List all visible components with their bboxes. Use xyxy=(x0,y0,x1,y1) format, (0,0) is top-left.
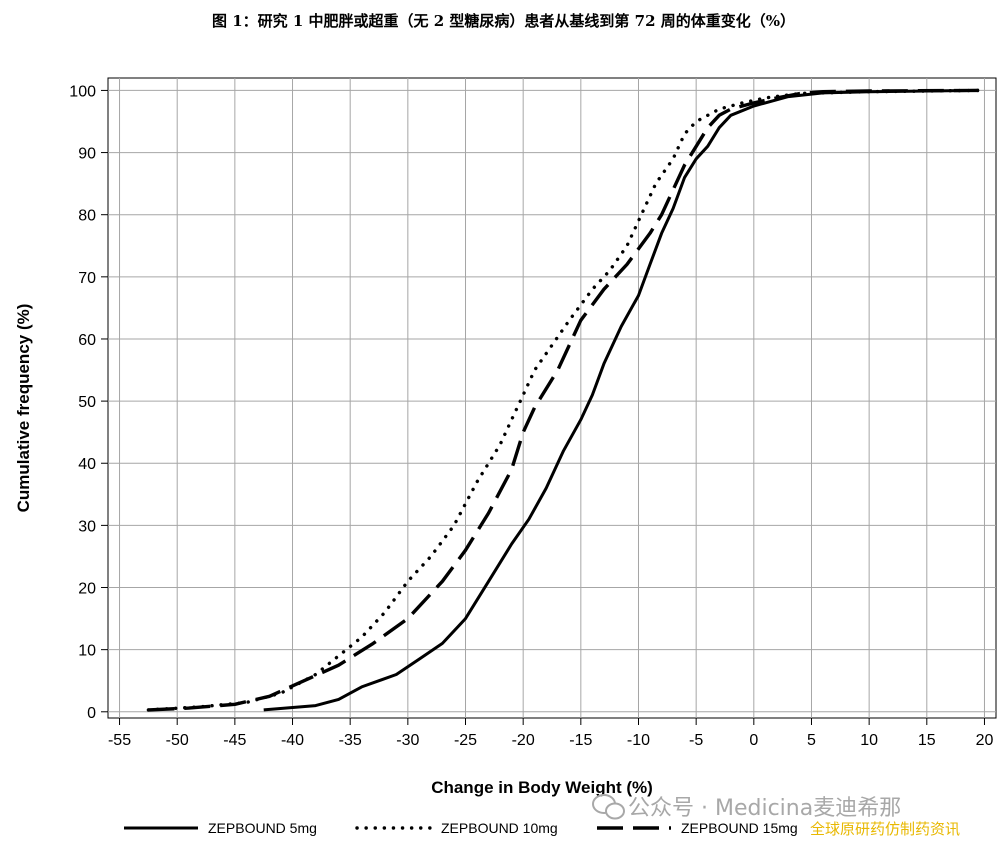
y-axis: 0 10 20 30 40 50 60 70 80 90 100 xyxy=(69,83,108,722)
y-tick-label: 0 xyxy=(87,705,96,722)
x-tick-label: -15 xyxy=(569,732,592,749)
x-tick-label: -45 xyxy=(223,732,246,749)
x-tick-label: -50 xyxy=(166,732,189,749)
watermark-subtext: 全球原研药仿制药资讯 xyxy=(810,820,960,838)
y-tick-label: 80 xyxy=(78,208,96,225)
grid xyxy=(108,78,996,718)
series-line-2 xyxy=(146,88,981,712)
series-line-3 xyxy=(148,88,979,712)
x-tick-label: -5 xyxy=(689,732,703,749)
x-tick-label: -30 xyxy=(396,732,419,749)
x-tick-label: -35 xyxy=(339,732,362,749)
legend-label-3: ZEPBOUND 15mg xyxy=(681,820,798,836)
x-tick-label: -25 xyxy=(454,732,477,749)
legend-label-1: ZEPBOUND 5mg xyxy=(208,820,317,836)
plot-area xyxy=(107,77,997,719)
y-tick-label: 30 xyxy=(78,518,96,535)
chart-title: 图 1：研究 1 中肥胖或超重（无 2 型糖尿病）患者从基线到第 72 周的体重… xyxy=(212,12,795,30)
x-tick-label: 10 xyxy=(860,732,878,749)
legend-label-2: ZEPBOUND 10mg xyxy=(441,820,558,836)
series-group xyxy=(146,88,981,712)
y-tick-label: 40 xyxy=(78,456,96,473)
x-tick-label: -10 xyxy=(627,732,650,749)
x-tick-label: 0 xyxy=(749,732,758,749)
x-tick-label: 20 xyxy=(976,732,994,749)
y-tick-label: 100 xyxy=(69,83,96,100)
x-tick-label: -55 xyxy=(108,732,131,749)
legend: ZEPBOUND 5mg ZEPBOUND 10mg ZEPBOUND 15mg xyxy=(124,820,798,836)
x-axis-title: Change in Body Weight (%) xyxy=(431,778,653,797)
x-tick-label: -40 xyxy=(281,732,304,749)
y-tick-label: 50 xyxy=(78,394,96,411)
y-tick-label: 20 xyxy=(78,581,96,598)
x-tick-label: 15 xyxy=(918,732,936,749)
y-axis-title: Cumulative frequency (%) xyxy=(14,304,33,513)
y-tick-label: 90 xyxy=(78,146,96,163)
y-tick-label: 10 xyxy=(78,643,96,660)
watermark-text: 公众号 · Medicina麦迪希那 xyxy=(628,796,901,821)
x-tick-label: -20 xyxy=(512,732,535,749)
x-tick-label: 5 xyxy=(807,732,816,749)
y-tick-label: 70 xyxy=(78,270,96,287)
series-line-1 xyxy=(263,88,979,712)
watermark-icon xyxy=(592,794,625,820)
y-tick-label: 60 xyxy=(78,332,96,349)
x-axis: -55 -50 -45 -40 -35 -30 -25 -20 -15 -10 -5 0 5 10 15 20 xyxy=(108,718,993,749)
